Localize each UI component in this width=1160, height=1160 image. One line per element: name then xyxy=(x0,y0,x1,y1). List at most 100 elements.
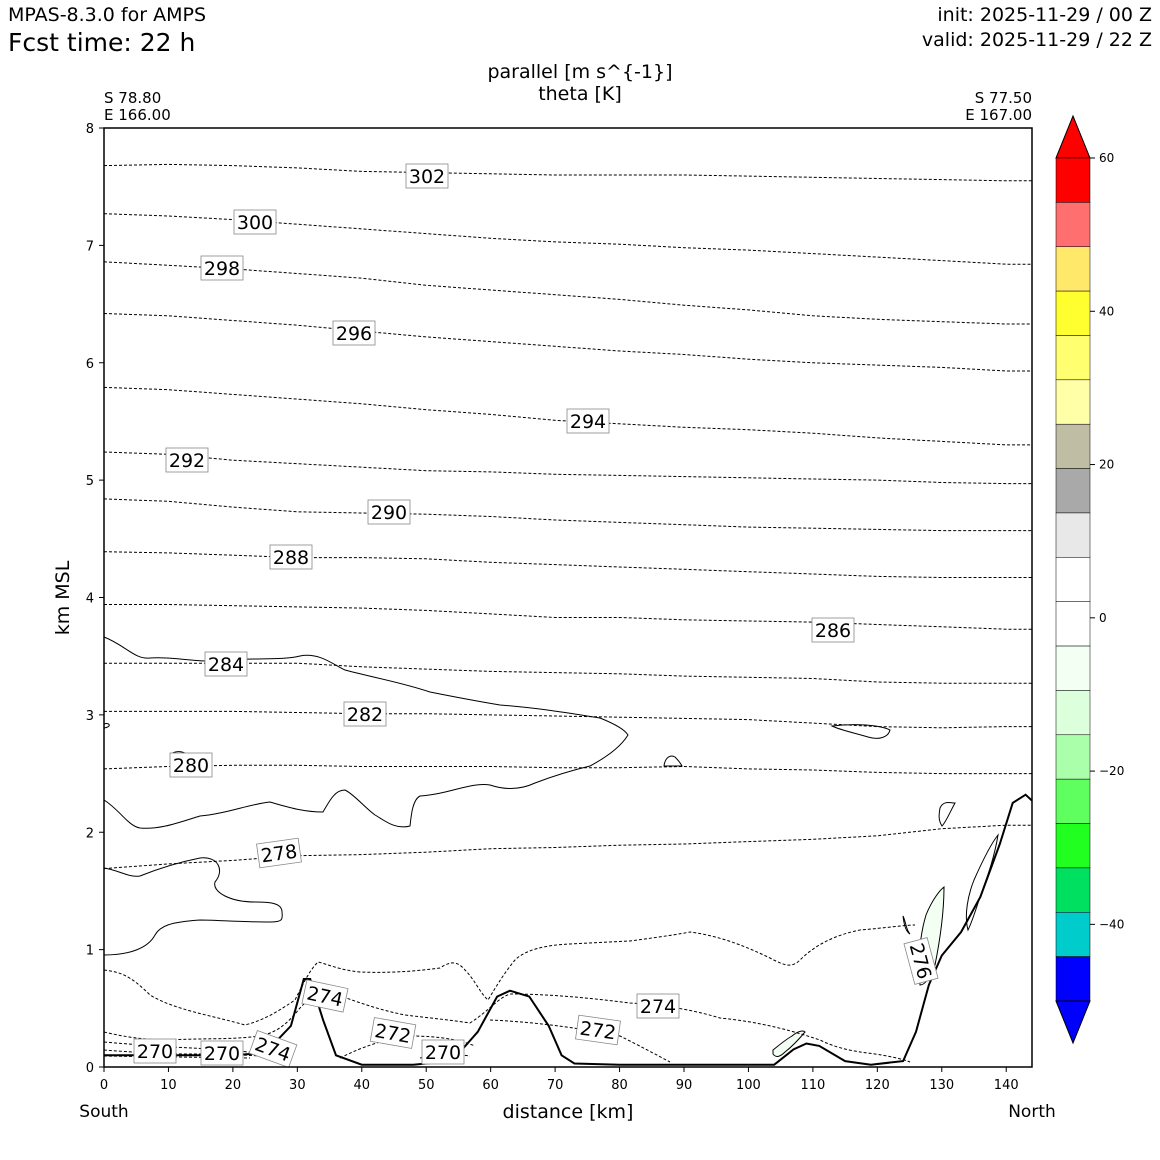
green-fill-ridge xyxy=(772,1030,806,1057)
wind-contour-sliver xyxy=(902,915,911,935)
isentrope-290 xyxy=(103,498,1032,532)
theta-label-box xyxy=(369,1017,417,1049)
y-tick-label: 6 xyxy=(86,357,94,372)
theta-label-text: 296 xyxy=(336,323,372,345)
isentrope-270 xyxy=(103,1049,261,1057)
plot-area: 302 300 298 296 294 292 290 288 286 284 282 280 278 2… xyxy=(103,163,1033,1068)
theta-label-280: 280 xyxy=(169,752,213,778)
theta-label-box xyxy=(269,544,313,570)
x-tick-label: 110 xyxy=(800,1078,825,1093)
colorbar-segment xyxy=(1055,423,1091,469)
theta-label-text: 278 xyxy=(260,841,299,868)
colorbar: 60 40 20 0 −20 −40 xyxy=(1055,114,1124,1045)
theta-label-text: 274 xyxy=(640,996,676,1018)
theta-label-box xyxy=(256,837,302,869)
isentrope-298 xyxy=(103,261,1032,325)
isentrope-302 xyxy=(103,163,1032,182)
theta-label-290: 290 xyxy=(367,499,411,525)
chart-title-line1: parallel [m s^{-1}] xyxy=(487,61,672,83)
theta-label-274: 274 xyxy=(248,1030,298,1068)
y-axis-label: km MSL xyxy=(52,560,74,635)
colorbar-segment xyxy=(1055,823,1091,869)
isentrope-284 xyxy=(104,662,1032,684)
theta-label-text: 292 xyxy=(169,450,205,472)
theta-label-292: 292 xyxy=(165,447,209,473)
y-tick-label: 8 xyxy=(86,122,94,137)
y-axis-ticks: 0 1 2 3 4 5 6 7 8 xyxy=(86,122,104,1076)
colorbar-extend-min xyxy=(1055,1000,1091,1045)
wind-contour-blob-center xyxy=(663,755,683,767)
right-direction-label: North xyxy=(1008,1102,1056,1122)
theta-label-box xyxy=(903,937,939,985)
colorbar-segment xyxy=(1055,335,1091,381)
valid-time: valid: 2025-11-29 / 22 Z xyxy=(921,29,1152,51)
theta-label-text: 294 xyxy=(570,411,606,433)
x-tick-label: 50 xyxy=(418,1078,435,1093)
colorbar-segment xyxy=(1055,512,1091,558)
theta-label-text: 300 xyxy=(237,212,273,234)
theta-label-text: 284 xyxy=(208,654,244,676)
theta-label-box xyxy=(566,408,610,434)
theta-label-text: 280 xyxy=(173,755,209,777)
theta-label-270: 270 xyxy=(200,1040,244,1066)
theta-label-box xyxy=(811,617,855,643)
isentrope-276 xyxy=(103,924,916,1026)
theta-label-text: 302 xyxy=(409,166,445,188)
isentrope-280 xyxy=(103,764,1032,775)
x-tick-label: 90 xyxy=(676,1078,693,1093)
y-tick-label: 1 xyxy=(86,944,94,959)
theta-label-text: 270 xyxy=(137,1041,173,1063)
colorbar-segment xyxy=(1055,557,1091,602)
y-tick-label: 3 xyxy=(86,709,94,724)
colorbar-segment xyxy=(1055,867,1091,913)
theta-label-text: 286 xyxy=(815,620,851,642)
colorbar-segment xyxy=(1055,202,1091,247)
colorbar-segment xyxy=(1055,645,1091,691)
theta-label-302: 302 xyxy=(405,163,449,189)
x-axis-ticks: 0 10 20 30 40 50 60 70 80 90 100 110 120 130 140 xyxy=(100,1067,1019,1093)
theta-label-box xyxy=(169,752,213,778)
x-tick-label: 100 xyxy=(736,1078,761,1093)
wind-contours xyxy=(103,636,999,956)
wind-contour-near-slope xyxy=(965,833,999,932)
x-tick-label: 80 xyxy=(611,1078,628,1093)
isentrope-288 xyxy=(103,551,1032,578)
isentrope-292 xyxy=(103,451,1032,485)
chart-title-line2: theta [K] xyxy=(538,83,622,105)
theta-label-270: 270 xyxy=(133,1038,177,1064)
theta-label-296: 296 xyxy=(332,320,376,346)
right-endpoint-lat: S 77.50 xyxy=(975,89,1032,107)
theta-label-text: 274 xyxy=(252,1033,294,1066)
x-tick-label: 120 xyxy=(865,1078,890,1093)
theta-label-272: 272 xyxy=(575,1014,621,1046)
x-tick-label: 40 xyxy=(354,1078,371,1093)
theta-label-text: 282 xyxy=(347,704,383,726)
left-endpoint-lat: S 78.80 xyxy=(104,89,161,107)
init-time: init: 2025-11-29 / 00 Z xyxy=(937,4,1152,26)
theta-label-box xyxy=(165,447,209,473)
y-tick-label: 0 xyxy=(86,1061,94,1076)
x-tick-label: 10 xyxy=(160,1078,177,1093)
left-direction-label: South xyxy=(79,1102,128,1122)
colorbar-segment xyxy=(1055,379,1091,425)
isentrope-278 xyxy=(103,824,1032,870)
y-tick-label: 7 xyxy=(86,239,94,254)
theta-label-text: 290 xyxy=(371,502,407,524)
x-tick-label: 60 xyxy=(482,1078,499,1093)
wind-contour-blob-right xyxy=(830,724,891,739)
theta-label-276: 276 xyxy=(903,937,939,985)
theta-label-box xyxy=(233,209,277,235)
isentrope-296 xyxy=(103,313,1032,372)
theta-label-box xyxy=(248,1030,298,1068)
theta-label-box xyxy=(343,701,387,727)
x-tick-label: 30 xyxy=(289,1078,306,1093)
colorbar-segment xyxy=(1055,157,1091,203)
theta-label-box xyxy=(200,255,244,281)
wind-contour-blob-upper-right xyxy=(938,801,956,827)
isentrope-294 xyxy=(103,386,1032,446)
y-tick-label: 5 xyxy=(86,474,94,489)
theta-label-272: 272 xyxy=(369,1017,417,1049)
y-tick-label: 2 xyxy=(86,826,94,841)
theta-label-284: 284 xyxy=(204,651,248,677)
isentrope-282 xyxy=(104,710,1032,729)
